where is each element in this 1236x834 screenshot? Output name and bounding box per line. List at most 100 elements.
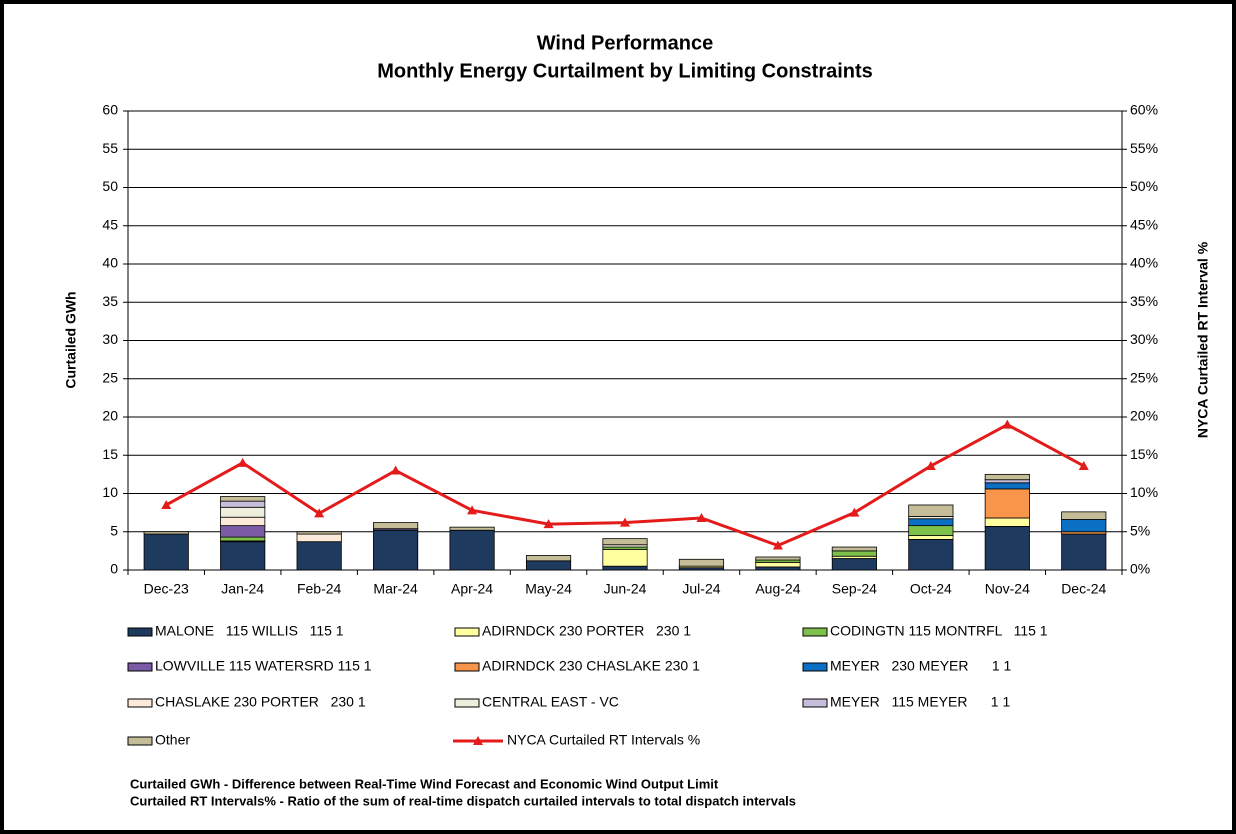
x-tick-label: Dec-23	[144, 581, 189, 597]
bar-segment	[373, 529, 419, 571]
bar-segment	[984, 479, 1030, 484]
legend-swatch	[454, 662, 480, 672]
line-marker	[314, 508, 325, 518]
x-tick-label: Apr-24	[451, 581, 493, 597]
legend-label: NYCA Curtailed RT Intervals %	[507, 732, 700, 748]
bar-segment	[1061, 511, 1107, 520]
legend-swatch	[127, 736, 153, 746]
bar-segment	[143, 533, 189, 571]
bar-segment	[984, 473, 1030, 481]
x-tick-label: Nov-24	[985, 581, 1030, 597]
y-tick-label: 20	[102, 408, 118, 424]
y2-tick-label: 35%	[1130, 293, 1158, 309]
x-tick-label: Mar-24	[373, 581, 418, 597]
legend-swatch	[127, 662, 153, 672]
legend-label: ADIRNDCK 230 PORTER 230 1	[482, 623, 691, 639]
legend-label: MEYER 115 MEYER 1 1	[830, 694, 1010, 710]
y-tick-label: 15	[102, 446, 118, 462]
bar-segment	[908, 539, 954, 571]
bar-segment	[296, 533, 342, 543]
y-axis-label: Curtailed GWh	[63, 291, 79, 388]
y-tick-label: 60	[102, 102, 118, 118]
legend-label: CENTRAL EAST - VC	[482, 694, 619, 710]
y-tick-label: 45	[102, 216, 118, 232]
bar-segment	[831, 550, 877, 557]
bar-segment	[1061, 533, 1107, 571]
bar-segment	[220, 516, 266, 527]
line-marker	[1002, 419, 1013, 429]
y-tick-label: 25	[102, 369, 118, 385]
bar-segment	[373, 522, 419, 530]
x-tick-label: Jul-24	[682, 581, 720, 597]
note: Curtailed GWh - Difference between Real-…	[130, 776, 719, 791]
bar-segment	[449, 529, 495, 571]
y-tick-label: 5	[110, 522, 118, 538]
x-tick-label: Sep-24	[832, 581, 877, 597]
y2-tick-label: 10%	[1130, 484, 1158, 500]
legend-label: CODINGTN 115 MONTRFL 115 1	[830, 623, 1048, 639]
bar-segment	[908, 535, 954, 540]
legend-label: ADIRNDCK 230 CHASLAKE 230 1	[482, 658, 700, 674]
bar-segment	[220, 536, 266, 542]
x-tick-label: May-24	[525, 581, 572, 597]
y2-tick-label: 50%	[1130, 178, 1158, 194]
line-marker	[161, 499, 172, 509]
bar-segment	[220, 525, 266, 538]
line-marker	[1078, 460, 1089, 470]
bar-segment	[984, 525, 1030, 571]
bar-segment	[984, 517, 1030, 527]
y-tick-label: 0	[110, 561, 118, 577]
legend-swatch	[454, 698, 480, 708]
y-tick-label: 10	[102, 484, 118, 500]
bar-segment	[220, 506, 266, 518]
bar-segment	[984, 488, 1030, 519]
line-marker	[620, 517, 630, 527]
line-marker	[467, 505, 478, 515]
y2-tick-label: 45%	[1130, 216, 1158, 232]
x-tick-label: Aug-24	[755, 581, 800, 597]
x-tick-label: Jun-24	[604, 581, 647, 597]
bar-segment	[602, 565, 648, 571]
note: Curtailed RT Intervals% - Ratio of the s…	[130, 793, 796, 808]
bar-segment	[908, 525, 954, 536]
bar-segment	[755, 566, 801, 571]
y2-tick-label: 60%	[1130, 102, 1158, 118]
chart-subtitle: Monthly Energy Curtailment by Limiting C…	[377, 60, 873, 82]
legend-swatch	[127, 698, 153, 708]
line-marker	[772, 540, 783, 550]
y2-tick-label: 20%	[1130, 408, 1158, 424]
bar-segment	[602, 538, 648, 546]
bar-segment	[525, 555, 572, 562]
legend-swatch	[802, 698, 828, 708]
legend-swatch	[127, 627, 153, 637]
y2-tick-label: 5%	[1130, 522, 1150, 538]
bar-segment	[984, 482, 1030, 490]
line-marker	[925, 460, 936, 470]
y-tick-label: 30	[102, 331, 118, 347]
legend-swatch	[454, 627, 480, 637]
y2-tick-label: 0%	[1130, 561, 1150, 577]
y-tick-label: 55	[102, 140, 118, 156]
x-tick-label: Jan-24	[221, 581, 264, 597]
line-marker	[237, 457, 248, 467]
legend-swatch	[473, 736, 483, 745]
bar-segment	[755, 556, 801, 561]
y2-axis-label: NYCA Curtailed RT Interval %	[1195, 241, 1211, 438]
x-tick-label: Dec-24	[1061, 581, 1106, 597]
y2-tick-label: 30%	[1130, 331, 1158, 347]
bar-segment	[678, 558, 725, 567]
bar-segment	[908, 504, 954, 517]
legend-label: MEYER 230 MEYER 1 1	[830, 658, 1012, 674]
bar-segment	[220, 500, 266, 508]
bar-segment	[296, 531, 342, 535]
bar-segment	[296, 541, 342, 571]
line-marker	[696, 512, 707, 522]
y2-tick-label: 40%	[1130, 255, 1158, 271]
legend-label: Other	[155, 732, 190, 748]
legend-swatch	[802, 662, 828, 672]
bar-segment	[831, 558, 877, 571]
y2-tick-label: 25%	[1130, 369, 1158, 385]
bar-segment	[449, 526, 495, 531]
bar-segment	[220, 541, 266, 571]
